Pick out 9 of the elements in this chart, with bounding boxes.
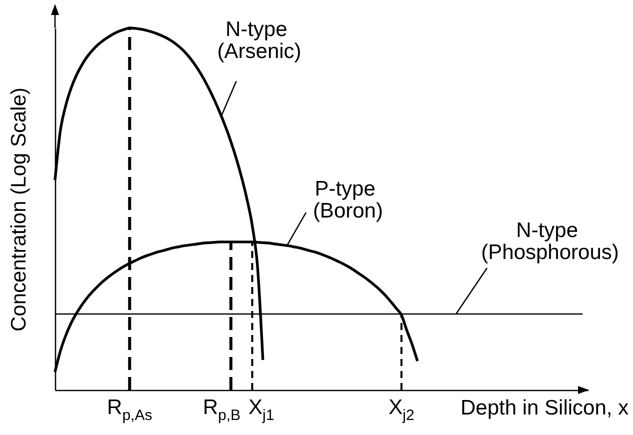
series-label: P-type (Boron): [312, 178, 383, 223]
x-tick-label: R$_{p,As}$: [107, 396, 152, 424]
x-axis-title: Depth in Silicon, x: [460, 396, 630, 420]
x-tick-label: R$_{p,B}$: [202, 396, 241, 424]
x-tick-label: X$_{j2}$: [388, 396, 414, 424]
y-axis-title: Concentration (Log Scale): [8, 88, 30, 332]
text: N-type (Phosphorous): [481, 218, 619, 264]
x-tick-label: X$_{j1}$: [248, 396, 274, 424]
series-label: N-type (Arsenic): [217, 18, 302, 64]
